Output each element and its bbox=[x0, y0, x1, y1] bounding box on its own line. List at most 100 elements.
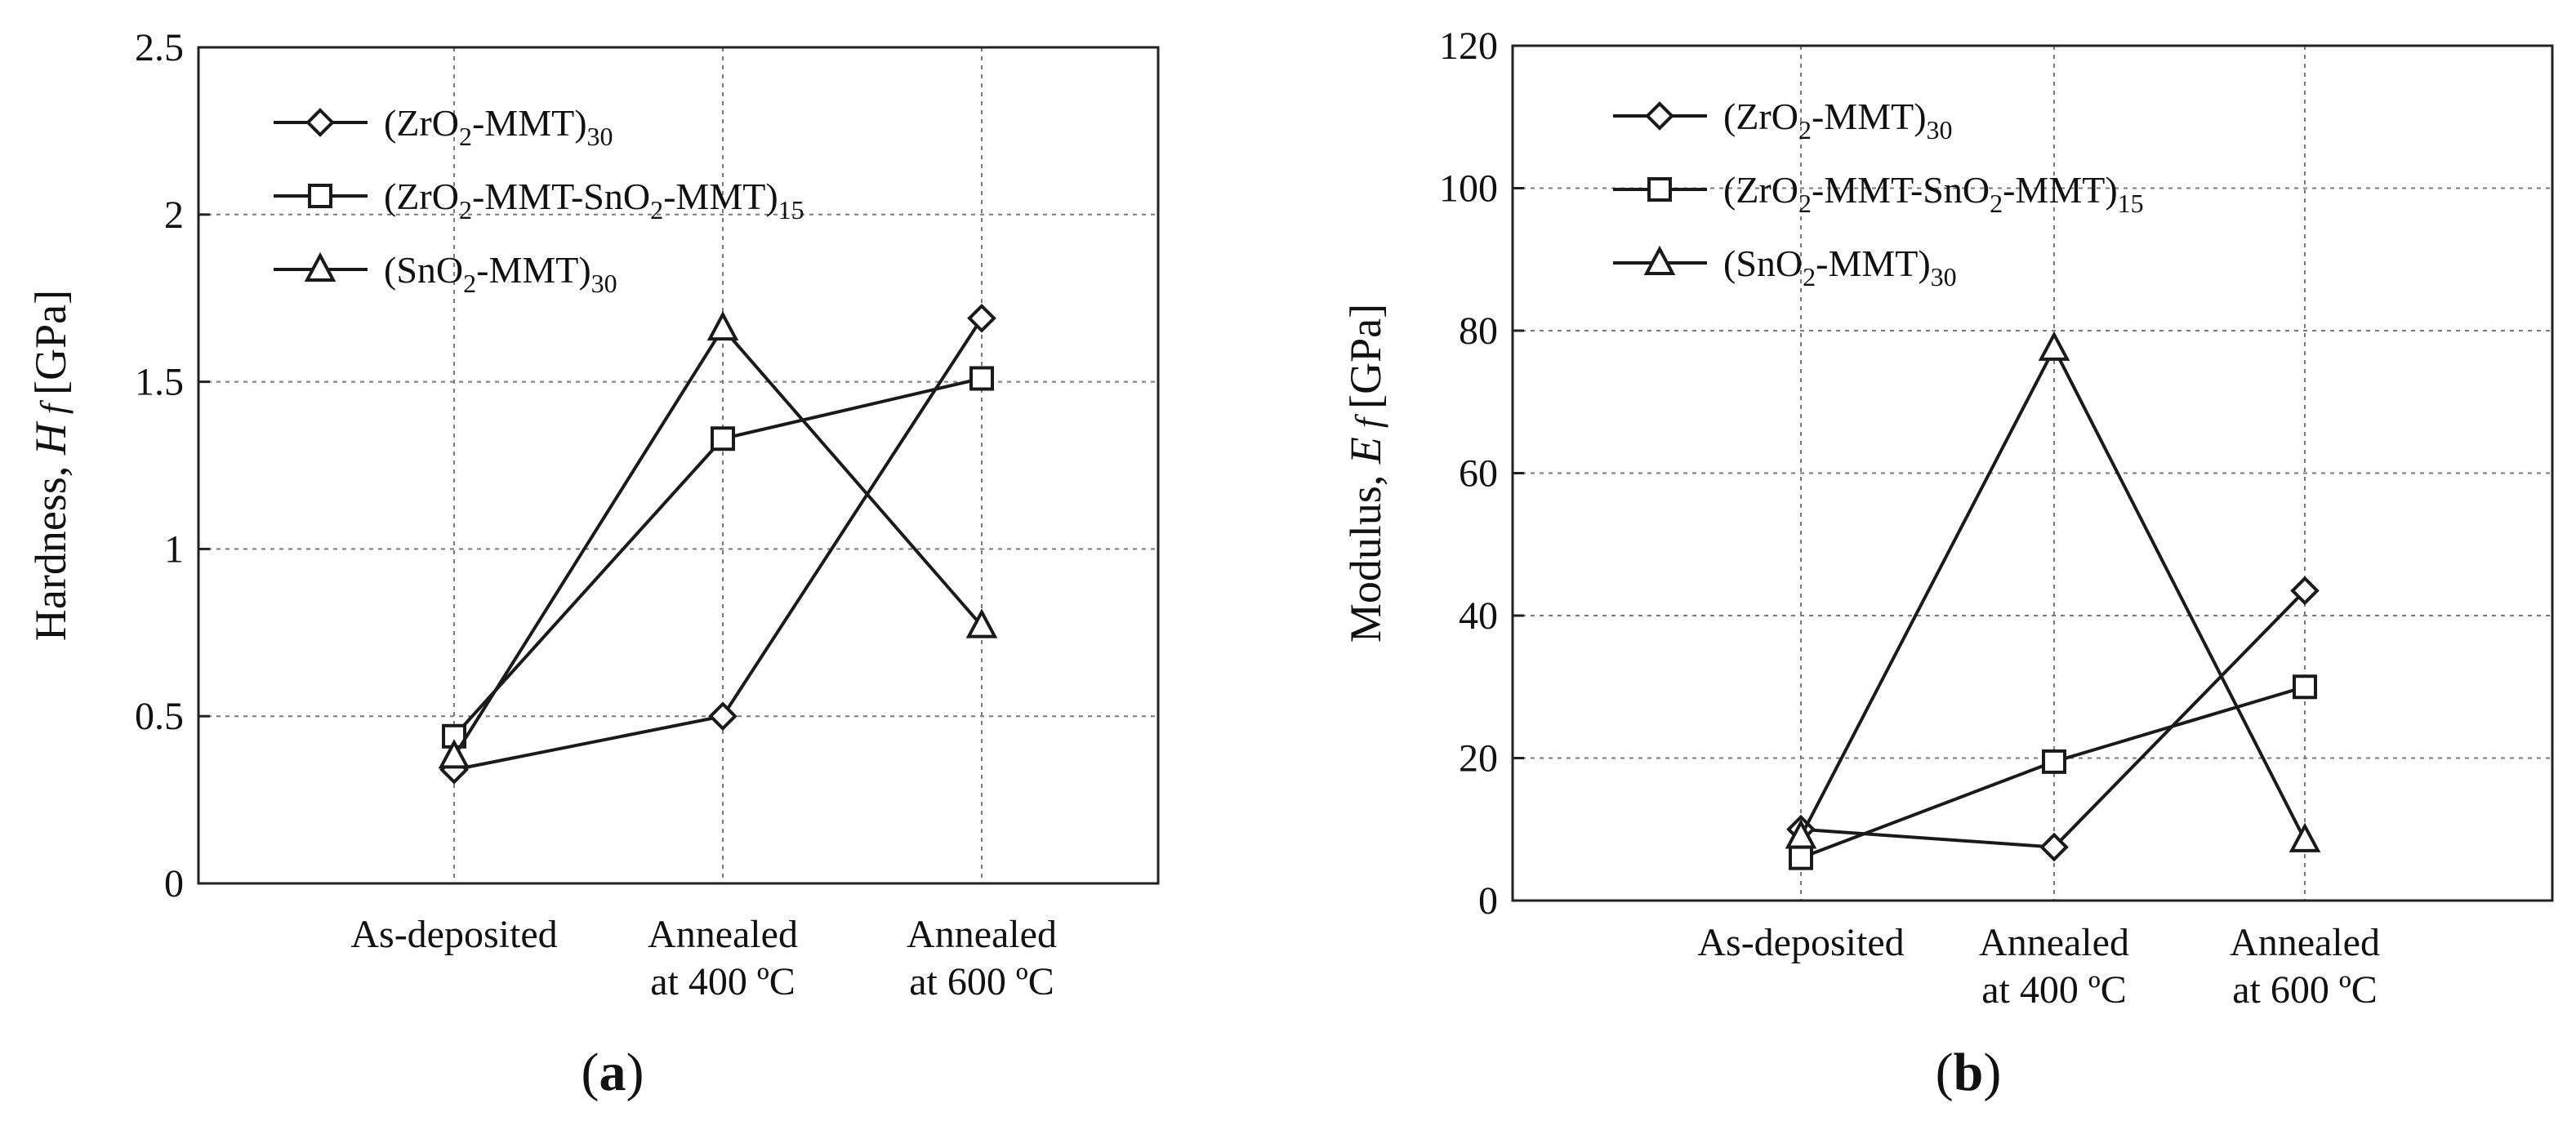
chart-a-y-axis-label-unit: [GPa] bbox=[26, 290, 75, 395]
chart-b-legend-subscript: 15 bbox=[2118, 189, 2144, 218]
chart-b-legend-marker-square bbox=[1647, 177, 1672, 202]
chart-b-y-axis-label-unit: [GPa] bbox=[1341, 304, 1390, 409]
chart-a-series-square bbox=[442, 366, 994, 749]
chart-b-x-category-label: Annealed bbox=[1979, 921, 2129, 964]
chart-b-panel-paren-close: ) bbox=[1983, 1043, 2001, 1102]
chart-a-y-tick-label: 2 bbox=[164, 194, 184, 237]
chart-a-y-tick-label: 1 bbox=[164, 527, 184, 571]
chart-a-legend-marker-triangle bbox=[304, 251, 336, 282]
chart-b-data-point-diamond bbox=[2039, 832, 2069, 862]
chart-b-y-tick-label: 120 bbox=[1439, 24, 1498, 68]
chart-b-series-triangle bbox=[1785, 331, 2321, 852]
chart-a-data-point-diamond bbox=[967, 303, 996, 333]
chart-a-legend-text: -MMT) bbox=[663, 176, 778, 217]
chart-b-legend-subscript: 2 bbox=[1798, 189, 1812, 218]
chart-b-x-category-label: Annealed bbox=[2230, 921, 2380, 964]
chart-a-series-line bbox=[452, 325, 983, 758]
chart-b-legend-text: -MMT) bbox=[2003, 169, 2118, 211]
chart-a-x-category-label: at 600 ºC bbox=[909, 960, 1054, 1003]
chart-b-y-axis-label-text: Modulus, bbox=[1341, 464, 1390, 643]
chart-a-legend-subscript: 15 bbox=[778, 195, 804, 225]
chart-a-panel-paren-open: ( bbox=[582, 1043, 599, 1102]
chart-a-series-triangle bbox=[438, 310, 998, 769]
chart-b-series-square bbox=[1789, 674, 2317, 870]
chart-b-data-point-triangle bbox=[2038, 331, 2070, 361]
chart-b-legend-text: -MMT) bbox=[1812, 96, 1927, 137]
chart-a-data-point-triangle bbox=[965, 608, 998, 638]
chart-b-y-tick-label: 100 bbox=[1439, 167, 1498, 211]
chart-b-y-axis-label-var: E bbox=[1341, 437, 1390, 465]
chart-b-legend-marker-diamond bbox=[1645, 101, 1674, 131]
chart-a-y-axis-label-var: H bbox=[26, 420, 75, 456]
chart-b-data-point-diamond bbox=[2290, 576, 2320, 606]
chart-a-legend-text: -MMT-SnO bbox=[472, 176, 650, 217]
chart-a-legend: (ZrO2-MMT)30(ZrO2-MMT-SnO2-MMT)15(SnO2-M… bbox=[274, 102, 804, 298]
chart-a-x-category-label: Annealed bbox=[648, 913, 798, 956]
chart-a-legend-label: (SnO2-MMT)30 bbox=[384, 249, 617, 298]
chart-a-data-point-diamond bbox=[708, 701, 738, 732]
chart-b-legend-subscript: 2 bbox=[1803, 262, 1816, 291]
chart-a-panel-paren-close: ) bbox=[626, 1043, 644, 1102]
chart-a-data-point-square bbox=[711, 426, 735, 452]
chart-b-data-point-square bbox=[1789, 845, 1813, 870]
chart-b-y-tick-label: 40 bbox=[1459, 594, 1498, 638]
chart-a-legend-marker-square bbox=[308, 184, 332, 208]
chart-a-x-category-label: at 400 ºC bbox=[650, 960, 796, 1003]
chart-a-legend-text: (ZrO bbox=[384, 102, 459, 144]
chart-b-legend-subscript: 30 bbox=[1927, 115, 1953, 145]
chart-a-y-axis-label-var-sub: f bbox=[33, 395, 74, 423]
chart-a-y-tick-label: 2.5 bbox=[135, 26, 184, 69]
chart-b-y-tick-label: 80 bbox=[1459, 309, 1498, 353]
chart-a-data-point-triangle bbox=[438, 739, 470, 769]
chart-b-series-diamond bbox=[1786, 576, 2320, 862]
chart-b-data-point-square bbox=[2042, 749, 2066, 774]
chart-a-plot-frame bbox=[197, 46, 1160, 885]
chart-b-panel-paren-open: ( bbox=[1936, 1043, 1954, 1102]
chart-a-legend-subscript: 2 bbox=[459, 122, 472, 151]
chart-b-x-category-label: As-deposited bbox=[1697, 921, 1904, 964]
chart-b-legend-text: -MMT) bbox=[1816, 242, 1931, 284]
chart-b-legend-label: (SnO2-MMT)30 bbox=[1723, 242, 1957, 291]
chart-b-data-point-square bbox=[2293, 674, 2317, 700]
chart-b-series-line bbox=[1800, 589, 2306, 849]
chart-a-panel-letter: a bbox=[599, 1043, 626, 1102]
chart-b-legend-text: -MMT-SnO bbox=[1812, 169, 1990, 211]
chart-a-y-axis-label-text: Hardness, bbox=[26, 455, 75, 641]
chart-b-legend-marker-triangle bbox=[1643, 245, 1676, 275]
chart-a-y-tick-label: 1.5 bbox=[135, 361, 184, 404]
chart-b-y-axis-label-var-sub: f bbox=[1348, 409, 1388, 437]
chart-a-data-point-triangle bbox=[706, 310, 739, 341]
chart-b-y-axis-label: Modulus, E f [GPa] bbox=[1341, 304, 1390, 643]
chart-b-legend-subscript: 2 bbox=[1990, 189, 2003, 218]
chart-b-legend-label: (ZrO2-MMT-SnO2-MMT)15 bbox=[1723, 169, 2144, 218]
chart-a-legend-text: (ZrO bbox=[384, 176, 459, 217]
chart-b-legend-label: (ZrO2-MMT)30 bbox=[1723, 96, 1953, 145]
chart-a-legend-subscript: 2 bbox=[463, 269, 476, 298]
chart-b-legend: (ZrO2-MMT)30(ZrO2-MMT-SnO2-MMT)15(SnO2-M… bbox=[1613, 96, 2144, 291]
chart-b-panel-letter: b bbox=[1954, 1043, 1984, 1102]
chart-a-legend-subscript: 2 bbox=[650, 195, 663, 225]
chart-b-data-point-triangle bbox=[2289, 822, 2321, 852]
chart-a-y-tick-label: 0.5 bbox=[135, 695, 184, 738]
chart-b-legend-text: (SnO bbox=[1723, 242, 1803, 284]
chart-a-legend-label: (ZrO2-MMT)30 bbox=[384, 102, 613, 151]
chart-b-y-tick-label: 0 bbox=[1478, 879, 1498, 923]
chart-a-y-axis-label: Hardness, H f [GPa] bbox=[26, 290, 75, 641]
chart-b-y-tick-label: 20 bbox=[1459, 737, 1498, 781]
chart-b-legend-subscript: 30 bbox=[1931, 262, 1957, 291]
chart-b-data-point-triangle bbox=[1785, 819, 1817, 849]
chart-a-x-category-label: Annealed bbox=[907, 913, 1057, 956]
chart-a-legend-text: (SnO bbox=[384, 249, 463, 291]
chart-a-data-point-square bbox=[969, 366, 994, 391]
chart-a-x-category-label: As-deposited bbox=[350, 913, 557, 956]
chart-a-legend-text: -MMT) bbox=[476, 249, 591, 291]
chart-b-legend-text: (ZrO bbox=[1723, 169, 1798, 211]
chart-a-legend-text: -MMT) bbox=[472, 102, 587, 144]
chart-b-x-category-label: at 400 ºC bbox=[1981, 968, 2127, 1012]
chart-b-legend-subscript: 2 bbox=[1798, 115, 1812, 145]
chart-a-panel-label: (a) bbox=[582, 1043, 644, 1102]
chart-a-legend-subscript: 30 bbox=[587, 122, 613, 151]
